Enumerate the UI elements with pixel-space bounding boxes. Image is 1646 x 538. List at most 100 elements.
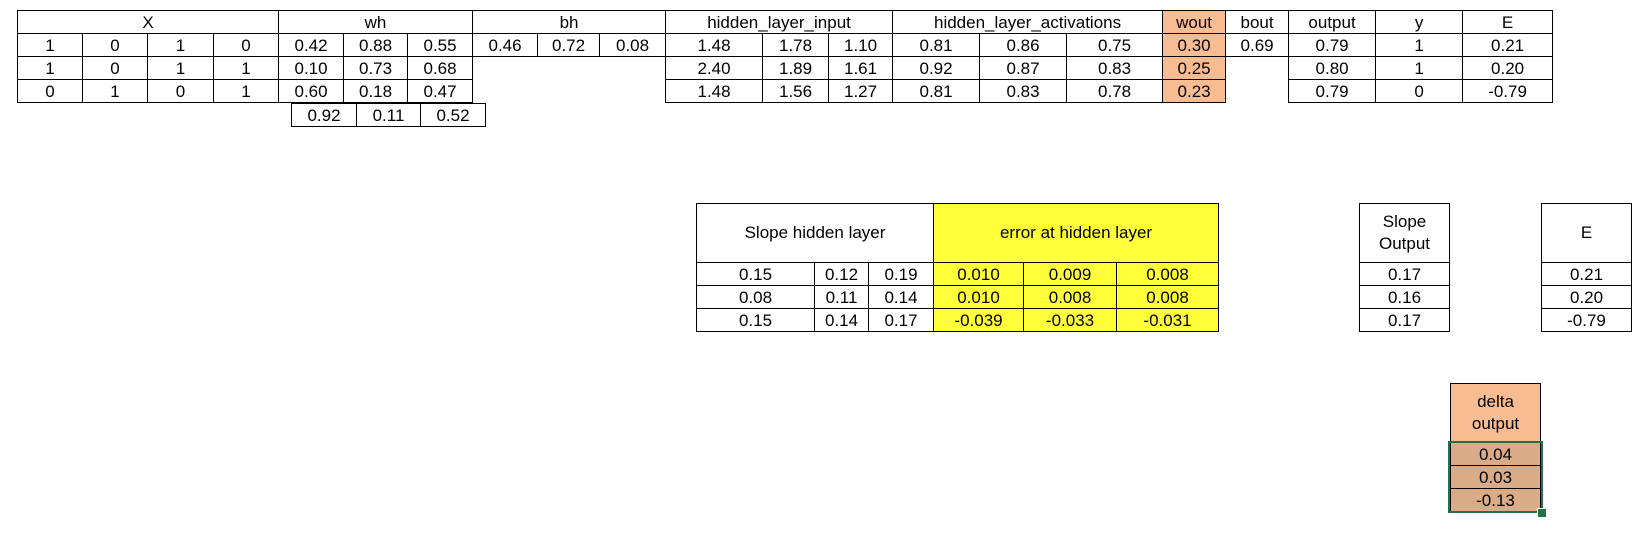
cell-hidden-layer-activation[interactable]: 0.78 (1066, 79, 1164, 103)
empty-cell[interactable] (473, 80, 538, 103)
cell-x[interactable]: 0 (17, 79, 83, 103)
cell-slope-hidden[interactable]: 0.14 (867, 285, 935, 309)
cell-hidden-layer-activation[interactable]: 0.81 (892, 79, 981, 103)
cell-y[interactable]: 1 (1375, 33, 1464, 57)
cell-wout[interactable]: 0.25 (1162, 56, 1227, 80)
cell-error-hidden[interactable]: -0.039 (933, 308, 1025, 332)
cell-hidden-layer-input[interactable]: 1.56 (762, 79, 830, 103)
cell-x[interactable]: 1 (147, 33, 214, 57)
cell-error-hidden[interactable]: 0.008 (1023, 285, 1118, 309)
cell-hidden-layer-activation[interactable]: 0.83 (979, 79, 1068, 103)
cell-slope-hidden[interactable]: 0.12 (814, 262, 869, 286)
empty-cell[interactable] (473, 57, 538, 80)
cell-error-hidden[interactable]: 0.008 (1116, 285, 1220, 309)
header-delta-output[interactable]: delta output (1450, 383, 1541, 443)
cell-hidden-layer-activation[interactable]: 0.92 (892, 56, 981, 80)
cell-hidden-layer-input[interactable]: 1.10 (828, 33, 894, 57)
cell-hidden-layer-input[interactable]: 1.89 (762, 56, 830, 80)
cell-y[interactable]: 0 (1375, 79, 1464, 103)
header-slope-output[interactable]: Slope Output (1359, 203, 1450, 263)
cell-error-hidden[interactable]: 0.010 (933, 285, 1025, 309)
fill-handle[interactable] (1537, 508, 1547, 518)
cell-wh[interactable]: 0.42 (278, 33, 345, 57)
header-wout[interactable]: wout (1162, 10, 1227, 34)
cell-y[interactable]: 1 (1375, 56, 1464, 80)
header-slope-hidden-layer[interactable]: Slope hidden layer (695, 203, 935, 263)
cell-x[interactable]: 1 (17, 33, 83, 57)
cell-hidden-layer-activation[interactable]: 0.87 (979, 56, 1068, 80)
cell-delta-output[interactable]: -0.13 (1450, 488, 1541, 512)
cell-hidden-layer-activation[interactable]: 0.81 (892, 33, 981, 57)
cell-x[interactable]: 1 (212, 56, 280, 80)
cell-slope-hidden[interactable]: 0.14 (814, 308, 869, 332)
cell-e[interactable]: -0.79 (1462, 79, 1554, 103)
cell-e-second[interactable]: 0.20 (1541, 285, 1632, 309)
cell-e[interactable]: 0.20 (1462, 56, 1554, 80)
empty-cell[interactable] (599, 79, 667, 103)
cell-x[interactable]: 0 (212, 33, 280, 57)
cell-error-hidden[interactable]: 0.009 (1023, 262, 1118, 286)
cell-wh[interactable]: 0.11 (356, 103, 421, 127)
cell-slope-hidden[interactable]: 0.19 (867, 262, 935, 286)
cell-x[interactable]: 0 (82, 56, 148, 80)
header-hidden-layer-input[interactable]: hidden_layer_input (665, 10, 894, 34)
cell-wh[interactable]: 0.55 (407, 33, 474, 57)
cell-bh[interactable]: 0.72 (537, 33, 601, 57)
cell-delta-output[interactable]: 0.03 (1450, 465, 1541, 489)
cell-wh[interactable]: 0.68 (407, 56, 474, 80)
cell-slope-hidden[interactable]: 0.11 (814, 285, 869, 309)
cell-delta-output[interactable]: 0.04 (1450, 442, 1541, 466)
header-e-second[interactable]: E (1541, 203, 1632, 263)
header-wh[interactable]: wh (278, 10, 474, 34)
cell-slope-output[interactable]: 0.16 (1359, 285, 1450, 309)
cell-e-second[interactable]: -0.79 (1541, 308, 1632, 332)
cell-hidden-layer-input[interactable]: 1.78 (762, 33, 830, 57)
header-output[interactable]: output (1288, 10, 1377, 34)
header-x[interactable]: X (16, 10, 280, 34)
cell-hidden-layer-input[interactable]: 1.27 (828, 79, 894, 103)
header-e[interactable]: E (1462, 10, 1554, 34)
cell-hidden-layer-activation[interactable]: 0.75 (1066, 33, 1164, 57)
cell-bh[interactable]: 0.08 (599, 33, 667, 57)
cell-e-second[interactable]: 0.21 (1541, 262, 1632, 286)
empty-cell[interactable] (1225, 79, 1290, 103)
cell-hidden-layer-input[interactable]: 1.61 (828, 56, 894, 80)
empty-cell[interactable] (599, 56, 667, 80)
cell-wh[interactable]: 0.60 (278, 79, 345, 103)
header-bh[interactable]: bh (472, 10, 667, 34)
cell-wh[interactable]: 0.10 (278, 56, 345, 80)
cell-x[interactable]: 1 (147, 56, 214, 80)
cell-hidden-layer-activation[interactable]: 0.83 (1066, 56, 1164, 80)
cell-bout[interactable]: 0.69 (1225, 33, 1290, 57)
cell-error-hidden[interactable]: 0.008 (1116, 262, 1220, 286)
header-y[interactable]: y (1375, 10, 1464, 34)
cell-slope-hidden[interactable]: 0.15 (696, 308, 815, 332)
cell-wh[interactable]: 0.88 (343, 33, 409, 57)
cell-x[interactable]: 0 (82, 33, 148, 57)
cell-hidden-layer-input[interactable]: 1.48 (665, 79, 764, 103)
cell-error-hidden[interactable]: -0.031 (1116, 308, 1220, 332)
empty-cell[interactable] (538, 57, 600, 80)
cell-slope-output[interactable]: 0.17 (1359, 262, 1450, 286)
cell-slope-hidden[interactable]: 0.15 (696, 262, 815, 286)
cell-error-hidden[interactable]: -0.033 (1023, 308, 1118, 332)
empty-cell[interactable] (1225, 56, 1290, 80)
cell-x[interactable]: 1 (17, 56, 83, 80)
cell-wh[interactable]: 0.47 (407, 79, 474, 103)
cell-bh[interactable]: 0.46 (472, 33, 539, 57)
cell-wh[interactable]: 0.92 (291, 103, 357, 127)
cell-slope-hidden[interactable]: 0.17 (867, 308, 935, 332)
cell-output[interactable]: 0.79 (1288, 79, 1377, 103)
cell-wh[interactable]: 0.18 (343, 79, 409, 103)
cell-hidden-layer-input[interactable]: 2.40 (665, 56, 764, 80)
empty-cell[interactable] (538, 80, 600, 103)
cell-wh[interactable]: 0.52 (420, 103, 486, 127)
cell-x[interactable]: 0 (147, 79, 214, 103)
header-bout[interactable]: bout (1225, 10, 1290, 34)
cell-slope-output[interactable]: 0.17 (1359, 308, 1450, 332)
cell-hidden-layer-input[interactable]: 1.48 (665, 33, 764, 57)
cell-hidden-layer-activation[interactable]: 0.86 (979, 33, 1068, 57)
cell-wh[interactable]: 0.73 (343, 56, 409, 80)
cell-error-hidden[interactable]: 0.010 (933, 262, 1025, 286)
cell-slope-hidden[interactable]: 0.08 (696, 285, 815, 309)
